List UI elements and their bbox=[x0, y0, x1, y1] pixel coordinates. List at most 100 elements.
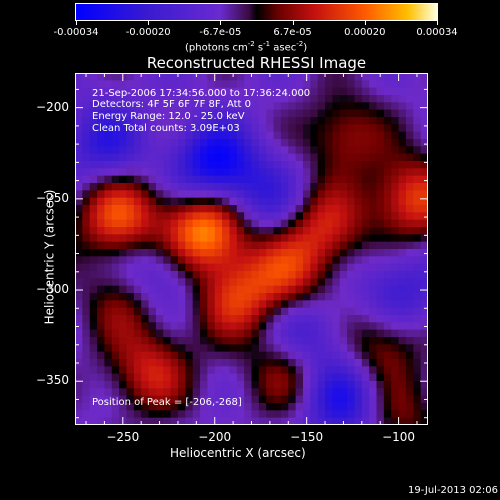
heatmap-cell bbox=[155, 351, 164, 360]
heatmap-cell bbox=[170, 212, 179, 221]
heatmap-cell bbox=[369, 212, 378, 221]
heatmap-cell bbox=[266, 410, 275, 419]
heatmap-cell bbox=[236, 315, 245, 323]
heatmap-cell bbox=[273, 388, 282, 397]
heatmap-cell bbox=[163, 197, 172, 206]
heatmap-cell bbox=[97, 410, 106, 419]
heatmap-cell bbox=[354, 124, 363, 133]
heatmap-cell bbox=[82, 271, 91, 279]
heatmap-cell bbox=[288, 285, 297, 294]
heatmap-cell bbox=[119, 109, 128, 118]
heatmap-cell bbox=[119, 285, 128, 294]
heatmap-cell bbox=[347, 315, 356, 323]
heatmap-cell bbox=[325, 388, 333, 397]
heatmap-cell bbox=[82, 234, 91, 243]
heatmap-cell bbox=[119, 381, 128, 389]
heatmap-cell bbox=[288, 117, 297, 125]
heatmap-cell bbox=[89, 109, 98, 118]
heatmap-cell bbox=[214, 102, 223, 111]
heatmap-cell bbox=[82, 241, 91, 250]
heatmap-cell bbox=[354, 410, 363, 419]
heatmap-cell bbox=[155, 241, 164, 250]
heatmap-cell bbox=[75, 329, 83, 338]
heatmap-cell bbox=[383, 381, 392, 389]
heatmap-cell bbox=[251, 153, 260, 162]
heatmap-cell bbox=[295, 146, 304, 155]
heatmap-cell bbox=[391, 293, 400, 301]
heatmap-cell bbox=[155, 234, 164, 243]
heatmap-cell bbox=[251, 183, 260, 191]
heatmap-cell bbox=[398, 322, 407, 331]
heatmap-cell bbox=[82, 139, 91, 147]
heatmap-cell bbox=[295, 102, 304, 111]
heatmap-cell bbox=[185, 403, 194, 411]
heatmap-cell bbox=[376, 175, 385, 184]
heatmap-cell bbox=[332, 381, 341, 389]
heatmap-cell bbox=[258, 417, 267, 425]
heatmap-cell bbox=[325, 285, 333, 294]
heatmap-cell bbox=[75, 131, 83, 140]
heatmap-cell bbox=[325, 109, 333, 118]
heatmap-cell bbox=[339, 256, 348, 265]
heatmap-cell bbox=[398, 175, 407, 184]
heatmap-cell bbox=[148, 205, 157, 213]
heatmap-cell bbox=[111, 307, 120, 316]
heatmap-cell bbox=[75, 307, 83, 316]
heatmap-cell bbox=[185, 278, 194, 287]
heatmap-cell bbox=[354, 403, 363, 411]
heatmap-cell bbox=[310, 190, 319, 199]
heatmap-cell bbox=[258, 117, 267, 125]
heatmap-cell bbox=[104, 278, 113, 287]
heatmap-cell bbox=[200, 205, 208, 213]
heatmap-cell bbox=[383, 271, 392, 279]
heatmap-cell bbox=[170, 197, 179, 206]
heatmap-cell bbox=[354, 161, 363, 169]
heatmap-cell bbox=[273, 175, 282, 184]
heatmap-cell bbox=[97, 131, 106, 140]
heatmap-cell bbox=[104, 410, 113, 419]
heatmap-cell bbox=[413, 109, 422, 118]
heatmap-cell bbox=[133, 278, 142, 287]
heatmap-cell bbox=[207, 278, 216, 287]
colorbar-tick-label: -0.00020 bbox=[125, 27, 171, 38]
heatmap-cell bbox=[119, 293, 128, 301]
heatmap-cell bbox=[148, 109, 157, 118]
heatmap-cell bbox=[258, 285, 267, 294]
heatmap-cell bbox=[295, 249, 304, 257]
heatmap-cell bbox=[369, 263, 378, 272]
heatmap-cell bbox=[170, 322, 179, 331]
heatmap-cell bbox=[310, 256, 319, 265]
heatmap-cell bbox=[97, 205, 106, 213]
heatmap-cell bbox=[251, 139, 260, 147]
heatmap-cell bbox=[244, 388, 253, 397]
heatmap-cell bbox=[236, 344, 245, 353]
heatmap-cell bbox=[229, 183, 238, 191]
heatmap-cell bbox=[192, 395, 201, 404]
heatmap-cell bbox=[82, 359, 91, 367]
heatmap-cell bbox=[266, 403, 275, 411]
heatmap-cell bbox=[413, 227, 422, 235]
heatmap-cell bbox=[251, 205, 260, 213]
heatmap-cell bbox=[295, 183, 304, 191]
heatmap-cell bbox=[97, 139, 106, 147]
heatmap-cell bbox=[244, 293, 253, 301]
heatmap-cell bbox=[273, 219, 282, 228]
heatmap-cell bbox=[280, 388, 289, 397]
heatmap-cell bbox=[339, 87, 348, 96]
heatmap-cell bbox=[302, 344, 311, 353]
heatmap-cell bbox=[391, 285, 400, 294]
heatmap-cell bbox=[126, 373, 135, 382]
heatmap-cell bbox=[229, 263, 238, 272]
heatmap-cell bbox=[141, 278, 150, 287]
heatmap-cell bbox=[185, 80, 194, 89]
heatmap-cell bbox=[361, 256, 370, 265]
heatmap-cell bbox=[155, 271, 164, 279]
heatmap-cell bbox=[236, 227, 245, 235]
heatmap-cell bbox=[89, 263, 98, 272]
heatmap-cell bbox=[97, 373, 106, 382]
heatmap-cell bbox=[280, 344, 289, 353]
heatmap-cell bbox=[170, 124, 179, 133]
heatmap-cell bbox=[295, 153, 304, 162]
heatmap-cell bbox=[185, 161, 194, 169]
heatmap-cell bbox=[133, 271, 142, 279]
